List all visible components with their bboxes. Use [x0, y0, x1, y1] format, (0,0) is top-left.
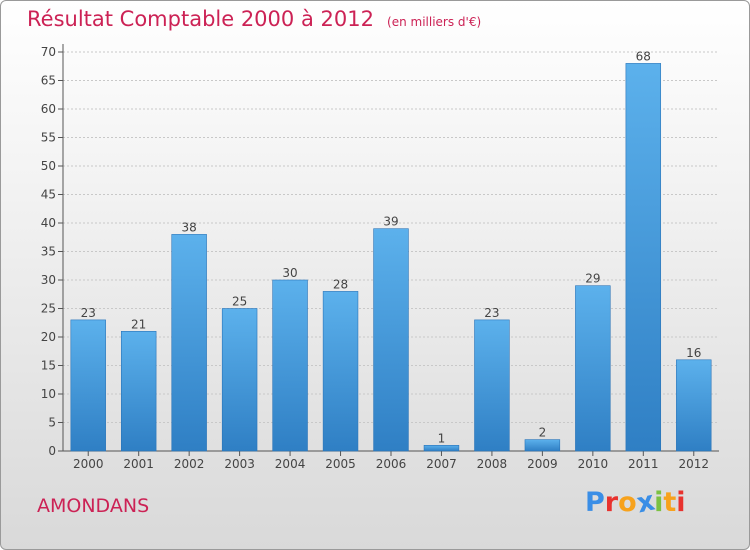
bar-2011 — [625, 63, 662, 452]
y-tick-label: 25 — [41, 302, 56, 316]
bars — [70, 63, 712, 452]
logo-letter: i — [676, 487, 686, 518]
x-tick-label-2008: 2008 — [477, 457, 508, 471]
data-label-2010: 29 — [585, 272, 600, 286]
y-tick-label: 0 — [48, 444, 56, 458]
proxiti-logo: Proxiti — [585, 486, 686, 520]
y-tick-label: 10 — [41, 387, 56, 401]
chart-subtitle: (en milliers d'€) — [387, 15, 482, 29]
data-label-2004: 30 — [282, 266, 297, 280]
bar-2001 — [120, 330, 157, 452]
bar-2010 — [575, 285, 611, 452]
y-tick-label: 15 — [41, 359, 56, 373]
y-tick-label: 50 — [41, 159, 56, 173]
bar-2009 — [524, 439, 561, 452]
data-label-2011: 68 — [636, 49, 651, 63]
x-tick-label-2010: 2010 — [578, 457, 609, 471]
x-tick-label-2001: 2001 — [123, 457, 154, 471]
x-tick-label-2009: 2009 — [527, 457, 558, 471]
data-label-2003: 25 — [232, 295, 247, 309]
bar-2007 — [423, 444, 460, 452]
bar-2002 — [171, 234, 207, 452]
chart-title-text: Résultat Comptable 2000 à 2012 — [27, 7, 374, 31]
logo-letter: i — [654, 487, 664, 518]
data-label-2006: 39 — [383, 215, 398, 229]
data-label-2001: 21 — [131, 317, 146, 331]
x-tick-label-2003: 2003 — [224, 457, 255, 471]
y-tick-label: 20 — [41, 330, 56, 344]
y-tick-label: 40 — [41, 216, 56, 230]
commune-name: AMONDANS — [37, 495, 150, 517]
x-tick-label-2012: 2012 — [678, 457, 709, 471]
data-label-2012: 16 — [686, 346, 701, 360]
x-tick-label-2007: 2007 — [426, 457, 457, 471]
bar-2004 — [272, 279, 308, 452]
x-tick-label-2005: 2005 — [325, 457, 356, 471]
y-tick-label: 60 — [41, 102, 56, 116]
y-tick-label: 70 — [41, 45, 56, 59]
bar-2005 — [322, 291, 359, 452]
data-label-2002: 38 — [182, 220, 197, 234]
bar-2000 — [70, 319, 106, 452]
y-tick-label: 55 — [41, 131, 56, 145]
chart-title: Résultat Comptable 2000 à 2012 (en milli… — [27, 7, 481, 31]
x-tick-label-2006: 2006 — [376, 457, 407, 471]
data-label-2009: 2 — [539, 426, 547, 440]
y-tick-label: 30 — [41, 273, 56, 287]
y-tick-label: 5 — [48, 416, 56, 430]
bar-2003 — [221, 308, 258, 452]
bar-2008 — [474, 319, 510, 452]
data-label-2005: 28 — [333, 277, 348, 291]
data-label-2007: 1 — [438, 431, 446, 445]
data-label-2008: 23 — [484, 306, 499, 320]
x-tick-label-2002: 2002 — [174, 457, 205, 471]
y-tick-label: 45 — [41, 188, 56, 202]
x-tick-label-2000: 2000 — [73, 457, 104, 471]
logo-letter: r — [604, 487, 619, 518]
y-tick-label: 65 — [41, 74, 56, 88]
bar-2012 — [676, 359, 712, 452]
x-tick-label-2011: 2011 — [628, 457, 659, 471]
logo-letter: t — [663, 487, 677, 518]
logo-letter: o — [618, 487, 637, 518]
labels: 0510152025303540455055606570232000212001… — [41, 45, 709, 471]
data-label-2000: 23 — [81, 306, 96, 320]
bar-2006 — [373, 228, 409, 452]
logo-letter: P — [585, 487, 605, 518]
x-tick-label-2004: 2004 — [275, 457, 306, 471]
y-tick-label: 35 — [41, 245, 56, 259]
